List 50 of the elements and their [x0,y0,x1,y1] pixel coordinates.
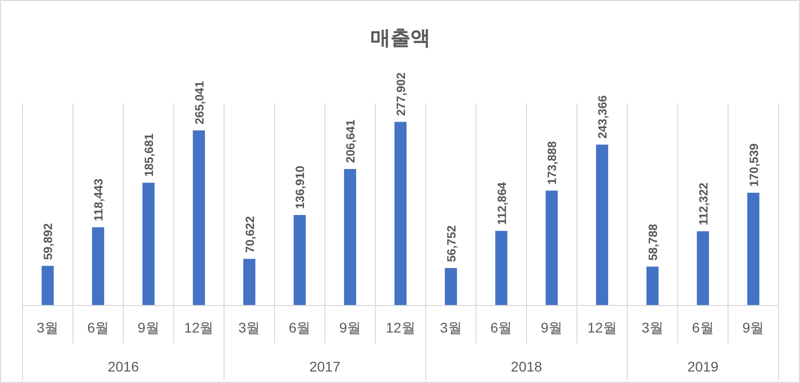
bar [142,182,155,306]
text: 2019 [687,358,719,374]
bar [92,227,104,306]
data-label: 118,443 [92,178,106,222]
chart-title: 매출액 [370,28,430,50]
data-label: 243,366 [596,94,610,139]
x-tick-label: 6월 [490,320,512,336]
data-label: 112,864 [494,182,509,225]
data-label: 265,041 [192,80,206,124]
x-tick-label: 9월 [339,320,362,336]
x-tick-label: 6월 [692,320,714,336]
bar [294,215,306,306]
bar [444,268,457,306]
data-label: 170,539 [746,143,761,187]
x-tick-label: 6월 [87,320,110,336]
data-label: 59,892 [41,222,56,260]
x-tick-label: 3월 [36,320,59,336]
x-tick-label: 12월 [386,320,416,336]
x-tick-label: 12월 [184,320,214,336]
x-tick-label: 3월 [642,320,664,336]
x-tick-label: 3월 [440,320,462,336]
text: 2018 [510,358,542,374]
data-label: 173,888 [545,140,560,185]
x-tick-label: 9월 [540,320,563,336]
data-label: 70,622 [242,216,257,253]
bar [747,192,760,306]
bar [394,122,407,306]
data-label: 56,752 [444,224,458,262]
bar [344,168,356,306]
bar [696,231,709,306]
data-label: 58,788 [646,224,660,261]
bar [42,266,54,306]
bar [243,258,256,306]
data-label: 185,681 [142,133,156,177]
x-tick-label: 9월 [742,320,764,336]
x-tick-label: 9월 [138,320,160,336]
text: 2016 [108,358,140,374]
x-tick-label: 6월 [288,320,311,336]
x-tick-label: 3월 [238,320,260,336]
data-label: 277,902 [394,72,408,116]
data-label: 112,322 [696,182,710,226]
bar [596,144,608,306]
bar [646,266,659,306]
text: 2017 [309,358,341,374]
bar [546,190,558,306]
bar [495,230,508,306]
x-tick-label: 12월 [587,320,617,336]
data-label: 206,641 [344,119,358,163]
bar [192,130,205,306]
data-label: 136,910 [293,165,308,210]
